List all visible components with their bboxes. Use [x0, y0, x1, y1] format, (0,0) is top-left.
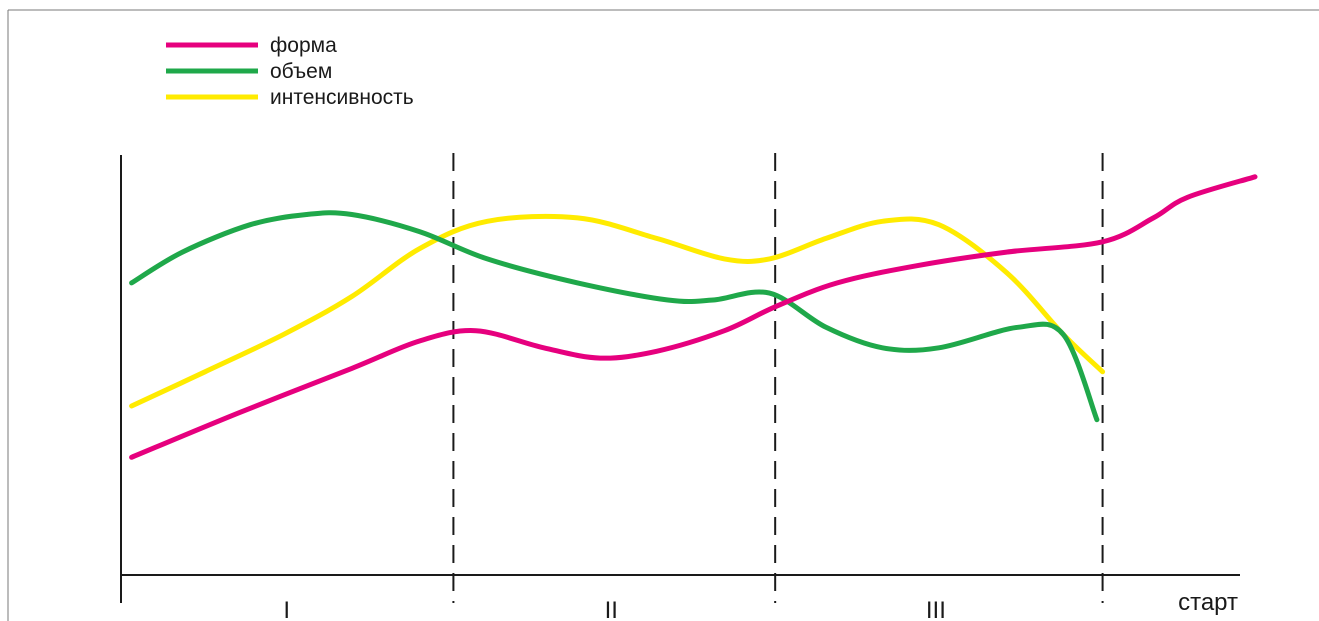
legend-label-объем: объем [270, 60, 332, 83]
legend-label-интенсивность: интенсивность [270, 86, 414, 109]
legend-label-форма: форма [270, 34, 337, 57]
series-line-объем [129, 210, 1100, 423]
phase-labels: I II III [283, 597, 946, 621]
x-axis-label: старт [1178, 589, 1238, 616]
phase-label-2: II [605, 597, 618, 621]
phase-label-1: I [283, 597, 290, 621]
phase-dividers [452, 153, 1104, 603]
series-line-интенсивность [129, 213, 1106, 409]
phase-label-3: III [926, 597, 946, 621]
series-layer [129, 174, 1258, 460]
series-line-форма [129, 174, 1258, 460]
legend: форма объем интенсивность [166, 34, 414, 109]
